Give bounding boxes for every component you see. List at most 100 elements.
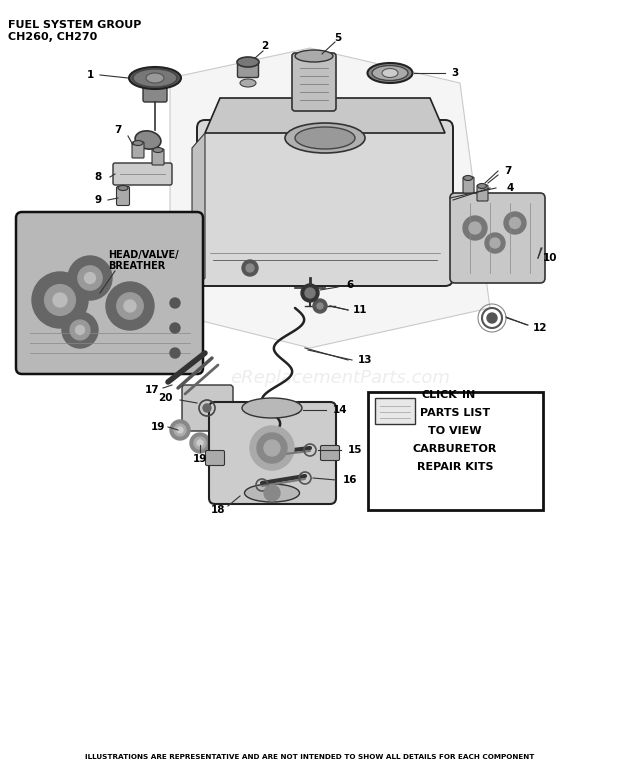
Text: 11: 11 [353,305,367,315]
Circle shape [78,266,102,290]
Ellipse shape [133,69,177,87]
Text: 19: 19 [193,454,207,464]
Ellipse shape [146,73,164,83]
FancyBboxPatch shape [209,402,336,504]
Circle shape [463,216,487,240]
Circle shape [264,440,280,456]
Circle shape [106,282,154,330]
Ellipse shape [244,484,299,502]
Ellipse shape [153,147,163,153]
Circle shape [32,272,88,328]
FancyBboxPatch shape [143,76,167,102]
Text: ILLUSTRATIONS ARE REPRESENTATIVE AND ARE NOT INTENDED TO SHOW ALL DETAILS FOR EA: ILLUSTRATIONS ARE REPRESENTATIVE AND ARE… [86,754,534,760]
Ellipse shape [382,68,398,78]
Circle shape [485,233,505,253]
Text: IN: IN [462,390,476,400]
Text: 13: 13 [358,355,372,365]
Circle shape [257,433,287,463]
Circle shape [197,440,203,446]
FancyBboxPatch shape [182,385,233,431]
Text: 12: 12 [533,323,547,333]
Text: 3: 3 [451,68,459,78]
Text: 17: 17 [144,385,159,395]
Text: 6: 6 [347,280,353,290]
Circle shape [170,323,180,333]
Circle shape [177,427,183,433]
Circle shape [250,426,294,470]
Circle shape [317,303,323,309]
Text: 1: 1 [86,70,94,80]
FancyBboxPatch shape [237,61,259,78]
Circle shape [194,437,206,449]
Text: 18: 18 [211,505,225,515]
Ellipse shape [133,141,143,145]
Circle shape [289,402,301,414]
Ellipse shape [464,176,472,180]
Circle shape [68,256,112,300]
FancyBboxPatch shape [117,187,130,206]
FancyBboxPatch shape [321,445,340,461]
Circle shape [76,326,84,335]
Text: CARBURETOR: CARBURETOR [413,444,497,454]
FancyBboxPatch shape [292,53,336,111]
Circle shape [62,312,98,348]
Text: 20: 20 [157,393,172,403]
Ellipse shape [295,50,333,62]
Ellipse shape [368,63,412,83]
Circle shape [53,293,67,307]
Text: 16: 16 [343,475,357,485]
Text: 14: 14 [333,405,347,415]
Circle shape [45,285,76,316]
Text: HEAD/VALVE/: HEAD/VALVE/ [108,250,179,260]
Circle shape [70,320,90,340]
Circle shape [469,222,481,234]
Circle shape [84,273,95,283]
Circle shape [124,300,136,312]
Text: 7: 7 [504,166,511,176]
Text: 15: 15 [348,445,362,455]
Polygon shape [205,98,445,133]
FancyBboxPatch shape [450,193,545,283]
Bar [375,398,415,424]
Text: FUEL SYSTEM GROUP: FUEL SYSTEM GROUP [8,20,141,30]
Ellipse shape [237,57,259,67]
Ellipse shape [242,398,302,418]
Text: REPAIR KITS: REPAIR KITS [417,462,494,472]
Circle shape [170,348,180,358]
Circle shape [305,288,315,298]
Ellipse shape [372,65,408,81]
Circle shape [487,313,497,323]
Text: CH260, CH270: CH260, CH270 [8,32,97,42]
FancyBboxPatch shape [205,451,224,465]
FancyBboxPatch shape [477,185,488,201]
Ellipse shape [285,123,365,153]
Text: CLICK: CLICK [422,390,458,400]
Ellipse shape [240,79,256,87]
FancyBboxPatch shape [16,212,203,374]
Circle shape [313,299,327,313]
Circle shape [117,293,143,319]
Circle shape [510,217,521,229]
Text: 19: 19 [151,422,165,432]
Polygon shape [192,133,205,290]
Text: 5: 5 [334,33,342,43]
Text: 4: 4 [507,183,514,193]
Circle shape [170,420,190,440]
Text: TO VIEW: TO VIEW [428,426,482,436]
Circle shape [301,284,319,302]
Circle shape [246,264,254,272]
Ellipse shape [129,67,181,89]
Circle shape [504,212,526,234]
Circle shape [203,404,211,412]
Bar [368,392,543,510]
FancyBboxPatch shape [113,163,172,185]
Circle shape [190,433,210,453]
Ellipse shape [135,131,161,149]
Text: 7: 7 [114,125,122,135]
Text: BREATHER: BREATHER [108,261,166,271]
Circle shape [264,485,280,501]
Ellipse shape [295,127,355,149]
Text: 2: 2 [262,41,268,51]
Text: eReplacementParts.com: eReplacementParts.com [230,369,450,387]
Polygon shape [170,48,490,348]
